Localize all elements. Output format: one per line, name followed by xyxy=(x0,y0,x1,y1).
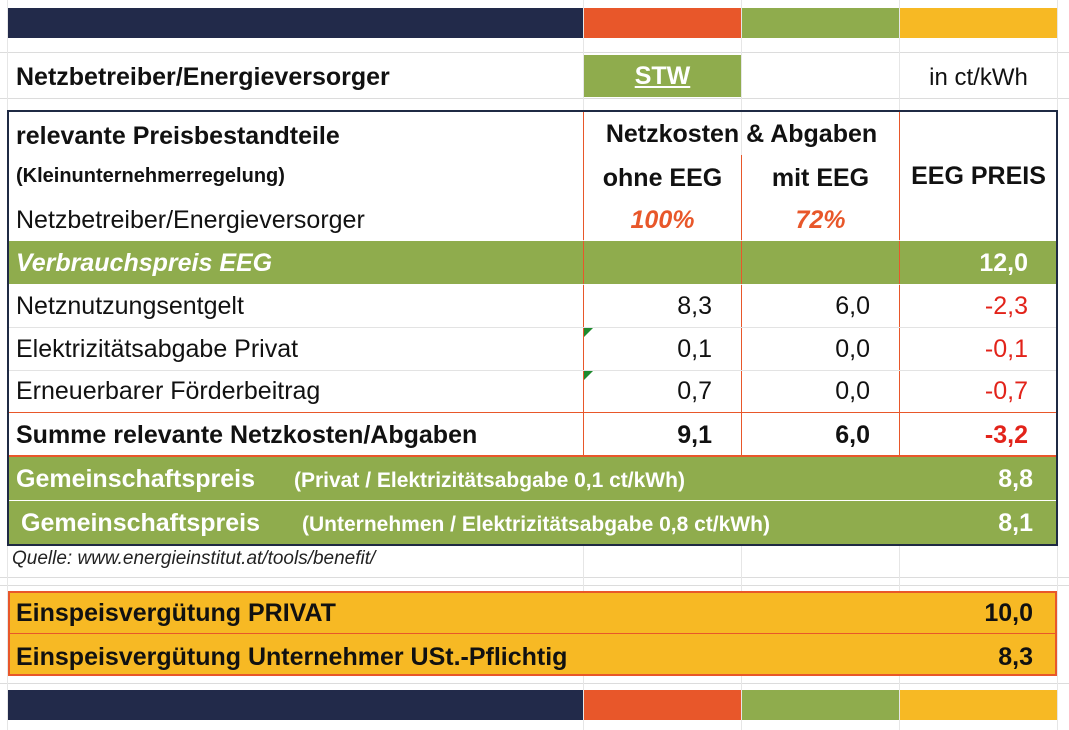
row-with-eeg: 6,0 xyxy=(835,292,870,320)
pct-with-eeg: 72% xyxy=(795,206,846,234)
stripe-navy xyxy=(8,8,583,38)
stripe-yellow xyxy=(900,690,1057,720)
col-header-eeg-price: EEG PREIS xyxy=(911,162,1046,190)
comment-indicator-icon[interactable] xyxy=(584,328,593,337)
stripe-orange xyxy=(584,8,741,38)
row-without-eeg: 0,1 xyxy=(677,335,712,363)
consumption-row xyxy=(9,241,1056,284)
community-business-detail: (Unternehmen / Elektrizitätsabgabe 0,8 c… xyxy=(302,513,770,536)
row-label: Netznutzungsentgelt xyxy=(16,292,244,320)
stripe-orange xyxy=(584,690,741,720)
col-header-with-eeg: mit EEG xyxy=(771,164,870,192)
community-private-label: Gemeinschaftspreis xyxy=(16,465,255,493)
table-title: relevante Preisbestandteile xyxy=(16,122,340,150)
feed-in-private-label: Einspeisvergütung PRIVAT xyxy=(16,599,336,627)
provider-label: Netzbetreiber/Energieversorger xyxy=(16,63,390,91)
community-business-value: 8,1 xyxy=(998,509,1033,537)
price-table xyxy=(7,110,1058,546)
row-diff: -2,3 xyxy=(984,292,1028,320)
stripe-navy xyxy=(8,690,583,720)
consumption-label: Verbrauchspreis EEG xyxy=(16,249,273,277)
stripe-green xyxy=(742,690,899,720)
unit-label: in ct/kWh xyxy=(929,64,1028,91)
col-header-without-eeg: ohne EEG xyxy=(602,164,723,192)
stripe-green xyxy=(742,8,899,38)
stripe-yellow xyxy=(900,8,1057,38)
consumption-value: 12,0 xyxy=(979,249,1028,277)
community-private-value: 8,8 xyxy=(998,465,1033,493)
table-subtitle: (Kleinunternehmerregelung) xyxy=(16,165,285,187)
row-label: Elektrizitätsabgabe Privat xyxy=(16,335,299,363)
pct-without-eeg: 100% xyxy=(630,206,695,234)
group-header: Netzkosten & Abgaben xyxy=(605,120,878,148)
row-label: Erneuerbarer Förderbeitrag xyxy=(16,377,321,405)
row-diff: -0,7 xyxy=(984,377,1028,405)
feed-in-private-value: 10,0 xyxy=(984,599,1033,627)
row-diff: -0,1 xyxy=(984,335,1028,363)
community-business-label: Gemeinschaftspreis xyxy=(21,509,260,537)
source-note[interactable]: Quelle: www.energieinstitut.at/tools/ben… xyxy=(12,548,376,569)
sum-without-eeg: 9,1 xyxy=(677,421,712,449)
comment-indicator-icon[interactable] xyxy=(584,371,593,380)
provider-name-cell[interactable] xyxy=(584,55,741,97)
sum-diff: -3,2 xyxy=(984,421,1028,449)
feed-in-business-value: 8,3 xyxy=(998,643,1033,671)
sum-label: Summe relevante Netzkosten/Abgaben xyxy=(16,421,478,449)
provider-name[interactable]: STW xyxy=(634,62,691,90)
community-private-detail: (Privat / Elektrizitätsabgabe 0,1 ct/kWh… xyxy=(294,469,685,492)
sum-with-eeg: 6,0 xyxy=(835,421,870,449)
row-without-eeg: 0,7 xyxy=(677,377,712,405)
row-with-eeg: 0,0 xyxy=(835,377,870,405)
row-with-eeg: 0,0 xyxy=(835,335,870,363)
row-provider-label: Netzbetreiber/Energieversorger xyxy=(16,206,365,234)
feed-in-business-label: Einspeisvergütung Unternehmer USt.-Pflic… xyxy=(16,643,568,671)
row-without-eeg: 8,3 xyxy=(677,292,712,320)
